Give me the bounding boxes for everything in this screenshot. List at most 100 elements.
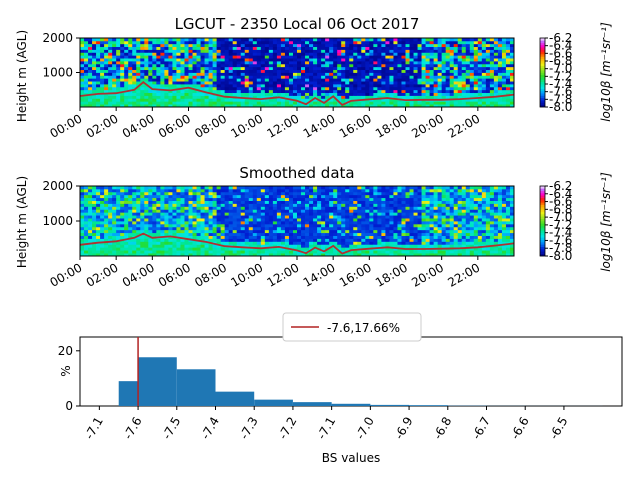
heatmap-cell (176, 215, 181, 219)
heatmap-cell (196, 72, 201, 76)
heatmap-cell (365, 221, 370, 225)
heatmap-cell (473, 95, 479, 99)
heatmap-cell (148, 40, 153, 45)
heatmap-cell (148, 43, 153, 48)
heatmap-cell (288, 69, 294, 73)
heatmap-cell (244, 206, 250, 210)
heatmap-cell (88, 221, 93, 225)
heatmap-cell (284, 238, 290, 242)
heatmap-cell (108, 49, 113, 53)
heatmap-cell (168, 58, 173, 62)
heatmap-cell (264, 81, 270, 85)
heatmap-cell (381, 86, 386, 91)
heatmap-cell (421, 235, 426, 239)
heatmap-cell (108, 191, 113, 196)
heatmap-cell (473, 38, 479, 42)
heatmap-cell (260, 188, 266, 193)
heatmap-cell (100, 81, 105, 85)
heatmap-cell (88, 226, 93, 231)
heatmap-cell (341, 203, 346, 207)
heatmap-cell (92, 206, 97, 210)
heatmap-cell (216, 206, 222, 210)
heatmap-cell (92, 203, 97, 207)
heatmap-cell (124, 232, 129, 236)
heatmap-cell (305, 188, 310, 193)
heatmap-cell (433, 203, 439, 207)
heatmap-cell (156, 238, 161, 242)
heatmap-cell (240, 203, 246, 207)
heatmap-cell (152, 78, 157, 82)
heatmap-cell (84, 75, 89, 79)
heatmap-cell (160, 84, 165, 88)
heatmap-cell (349, 232, 354, 236)
heatmap-cell (413, 226, 418, 231)
heatmap-cell (184, 66, 189, 71)
heatmap-cell (108, 229, 113, 234)
heatmap-cell (373, 232, 378, 236)
heatmap-cell (276, 69, 282, 73)
heatmap-cell (188, 197, 193, 201)
heatmap-cell (393, 250, 398, 254)
heatmap-cell (124, 58, 129, 62)
heatmap-cell (461, 86, 467, 91)
heatmap-cell (140, 203, 145, 207)
heatmap-cell (321, 38, 326, 42)
heatmap-cell (505, 72, 511, 76)
heatmap-cell (373, 61, 378, 65)
heatmap-cell (156, 244, 161, 248)
heatmap-cell (136, 197, 141, 201)
heatmap-cell (168, 98, 173, 102)
heatmap-cell (292, 40, 298, 45)
heatmap-cell (156, 63, 161, 68)
heatmap-cell (413, 241, 418, 245)
heatmap-cell (329, 191, 334, 196)
heatmap-cell (244, 200, 250, 204)
heatmap-cell (433, 49, 439, 53)
heatmap-cell (156, 206, 161, 210)
heatmap-cell (429, 206, 435, 210)
heatmap-cell (80, 55, 85, 59)
heatmap-cell (184, 250, 189, 254)
heatmap-cell (160, 46, 165, 50)
heatmap-cell (204, 81, 209, 85)
heatmap-cell (268, 247, 274, 251)
heatmap-cell (313, 197, 318, 201)
heatmap-cell (473, 61, 479, 65)
heatmap-cell (256, 229, 262, 234)
heatmap-cell (260, 55, 266, 59)
heatmap-cell (216, 69, 222, 73)
heatmap-cell (172, 55, 177, 59)
heatmap-cell (196, 69, 201, 73)
heatmap-cell (84, 43, 89, 48)
heatmap-cell (140, 221, 145, 225)
heatmap-cell (104, 203, 109, 207)
heatmap-cell (397, 46, 402, 50)
heatmap-cell (100, 238, 105, 242)
heatmap-cell (224, 238, 230, 242)
heatmap-cell (389, 221, 394, 225)
heatmap-cell (256, 244, 262, 248)
heatmap-cell (260, 61, 266, 65)
heatmap-cell (200, 241, 205, 245)
heatmap-cell (417, 232, 422, 236)
heatmap-cell (333, 197, 338, 201)
heatmap-cell (236, 206, 242, 210)
heatmap-cell (256, 206, 262, 210)
heatmap-cell (361, 191, 366, 196)
heatmap-cell (437, 194, 443, 199)
heatmap-cell (425, 203, 431, 207)
heatmap-cell (329, 43, 334, 48)
heatmap-cell (317, 86, 322, 91)
heatmap-cell (276, 72, 282, 76)
heatmap-cell (232, 61, 238, 65)
heatmap-cell (421, 69, 426, 73)
heatmap-cell (385, 43, 390, 48)
heatmap-cell (357, 215, 362, 219)
heatmap-cell (176, 218, 181, 222)
heatmap-cell (264, 191, 270, 196)
heatmap-cell (136, 235, 141, 239)
heatmap-cell (301, 61, 306, 65)
heatmap-cell (305, 69, 310, 73)
heatmap-cell (264, 52, 270, 56)
heatmap-cell (176, 232, 181, 236)
